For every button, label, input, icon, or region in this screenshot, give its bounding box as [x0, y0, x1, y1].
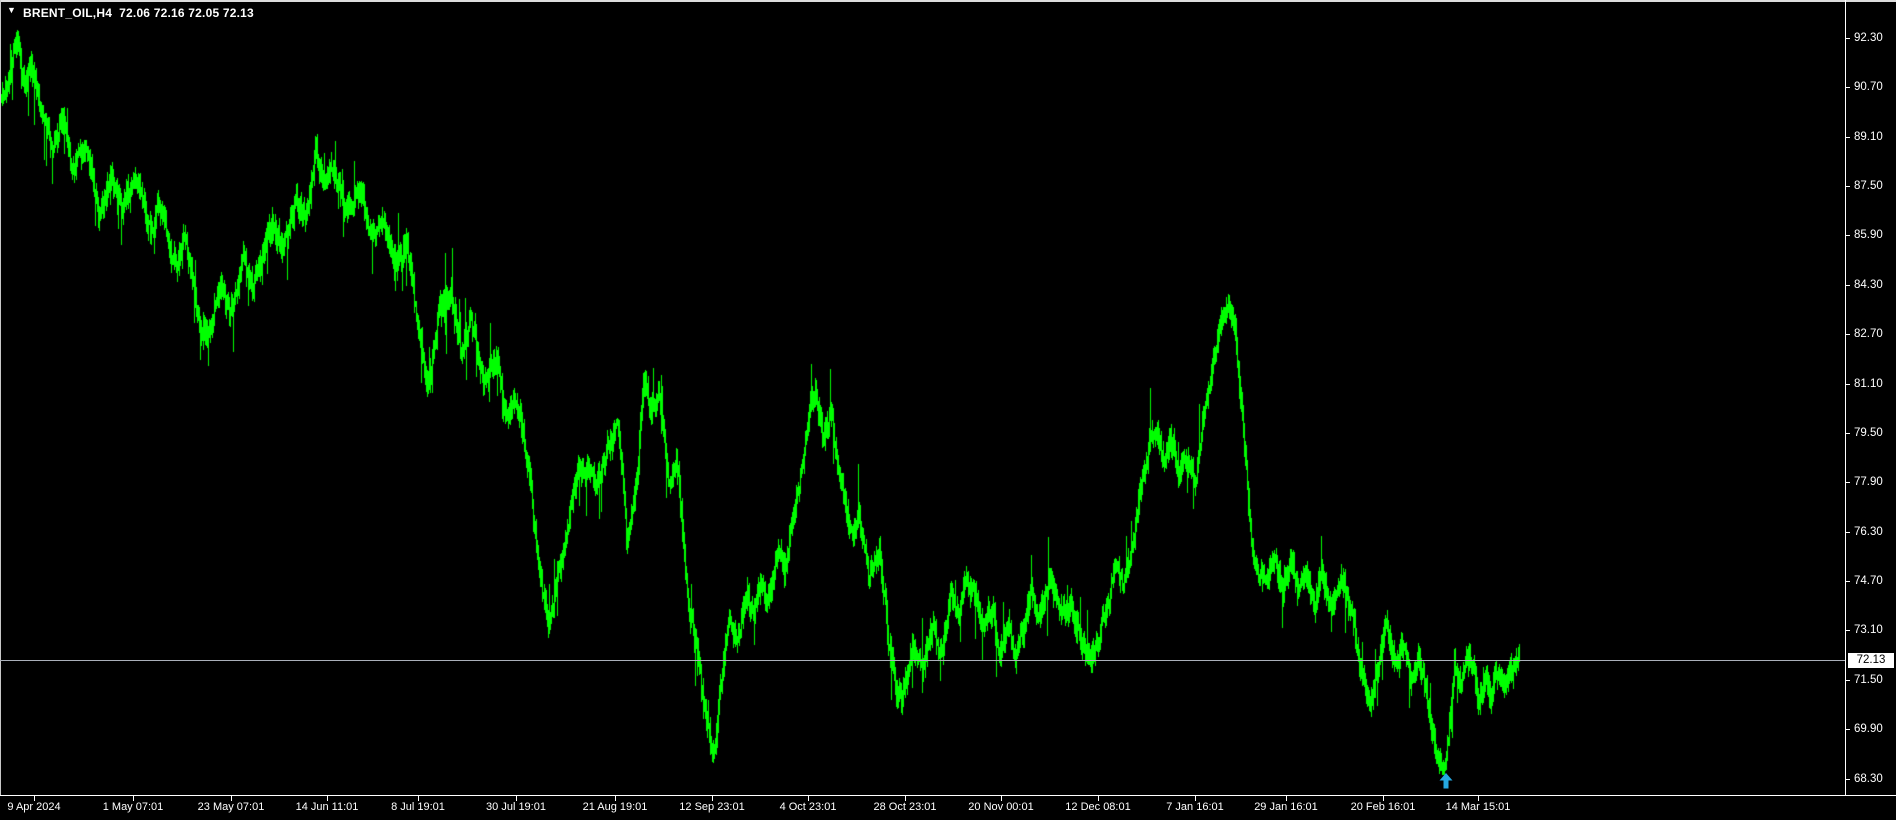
- ohlc-quote-label: 72.06 72.16 72.05 72.13: [119, 6, 254, 20]
- price-tick: [1845, 87, 1850, 88]
- time-tick: [905, 796, 906, 801]
- price-tick: [1845, 680, 1850, 681]
- price-axis-label: 68.30: [1854, 773, 1883, 785]
- time-tick: [133, 796, 134, 801]
- time-axis-label: 20 Feb 16:01: [1350, 801, 1416, 813]
- price-axis-label: 69.90: [1854, 723, 1883, 735]
- time-tick: [327, 796, 328, 801]
- time-tick: [1195, 796, 1196, 801]
- window-top-border: [0, 0, 1896, 2]
- price-axis-label: 89.10: [1854, 131, 1883, 143]
- price-axis-label: 82.70: [1854, 328, 1883, 340]
- price-tick: [1845, 235, 1850, 236]
- chart-dropdown-icon[interactable]: ▼: [7, 5, 16, 15]
- price-axis-label: 76.30: [1854, 526, 1883, 538]
- time-tick: [615, 796, 616, 801]
- time-axis-label: 14 Mar 15:01: [1445, 801, 1511, 813]
- price-axis-label: 92.30: [1854, 32, 1883, 44]
- price-tick: [1845, 285, 1850, 286]
- time-axis-label: 30 Jul 19:01: [486, 801, 546, 813]
- price-tick: [1845, 581, 1850, 582]
- time-axis-label: 1 May 07:01: [102, 801, 164, 813]
- time-tick: [808, 796, 809, 801]
- price-tick: [1845, 137, 1850, 138]
- time-axis[interactable]: 9 Apr 2024 1 May 07:01 23 May 07:01 14 Jun …: [0, 795, 1896, 820]
- time-tick: [1098, 796, 1099, 801]
- current-price-tag: 72.13: [1848, 653, 1894, 668]
- price-axis-label: 74.70: [1854, 575, 1883, 587]
- time-tick: [231, 796, 232, 801]
- time-axis-label: 21 Aug 19:01: [582, 801, 648, 813]
- chart-left-border: [0, 0, 1, 796]
- time-tick: [1478, 796, 1479, 801]
- time-axis-label: 14 Jun 11:01: [295, 801, 359, 813]
- time-axis-label: 12 Dec 08:01: [1065, 801, 1131, 813]
- time-axis-label: 4 Oct 23:01: [779, 801, 837, 813]
- buy-arrow-icon[interactable]: [1439, 773, 1453, 789]
- price-tick: [1845, 482, 1850, 483]
- price-axis-label: 81.10: [1854, 378, 1883, 390]
- time-tick: [516, 796, 517, 801]
- price-axis-label: 73.10: [1854, 624, 1883, 636]
- price-tick: [1845, 630, 1850, 631]
- time-tick: [1286, 796, 1287, 801]
- price-axis-label: 85.90: [1854, 229, 1883, 241]
- time-axis-label: 8 Jul 19:01: [391, 801, 445, 813]
- price-tick: [1845, 779, 1850, 780]
- time-tick: [1001, 796, 1002, 801]
- price-tick: [1845, 433, 1850, 434]
- price-axis[interactable]: 92.30 90.70 89.10 87.50 85.90 84.30 82.70 81.10…: [1845, 0, 1896, 796]
- time-axis-label: 29 Jan 16:01: [1254, 801, 1318, 813]
- time-tick: [712, 796, 713, 801]
- price-tick: [1845, 384, 1850, 385]
- price-axis-label: 87.50: [1854, 180, 1883, 192]
- time-tick: [34, 796, 35, 801]
- time-axis-label: 9 Apr 2024: [7, 801, 61, 813]
- price-tick: [1845, 532, 1850, 533]
- chart-title: BRENT_OIL,H4 72.06 72.16 72.05 72.13: [23, 6, 254, 20]
- bid-price-line: [0, 660, 1845, 661]
- price-axis-label: 90.70: [1854, 81, 1883, 93]
- price-axis-label: 71.50: [1854, 674, 1883, 686]
- time-tick: [1383, 796, 1384, 801]
- price-axis-label: 84.30: [1854, 279, 1883, 291]
- time-axis-label: 12 Sep 23:01: [679, 801, 745, 813]
- price-axis-line: [1845, 0, 1846, 796]
- price-axis-label: 77.90: [1854, 476, 1883, 488]
- time-tick: [418, 796, 419, 801]
- time-axis-label: 23 May 07:01: [197, 801, 265, 813]
- price-axis-label: 79.50: [1854, 427, 1883, 439]
- price-tick: [1845, 186, 1850, 187]
- time-axis-label: 20 Nov 00:01: [968, 801, 1034, 813]
- price-tick: [1845, 38, 1850, 39]
- time-axis-label: 7 Jan 16:01: [1166, 801, 1224, 813]
- symbol-period-label: BRENT_OIL,H4: [23, 6, 113, 20]
- time-axis-line: [0, 795, 1896, 796]
- price-chart-canvas[interactable]: [0, 0, 1845, 796]
- price-tick: [1845, 334, 1850, 335]
- price-tick: [1845, 729, 1850, 730]
- time-axis-label: 28 Oct 23:01: [873, 801, 937, 813]
